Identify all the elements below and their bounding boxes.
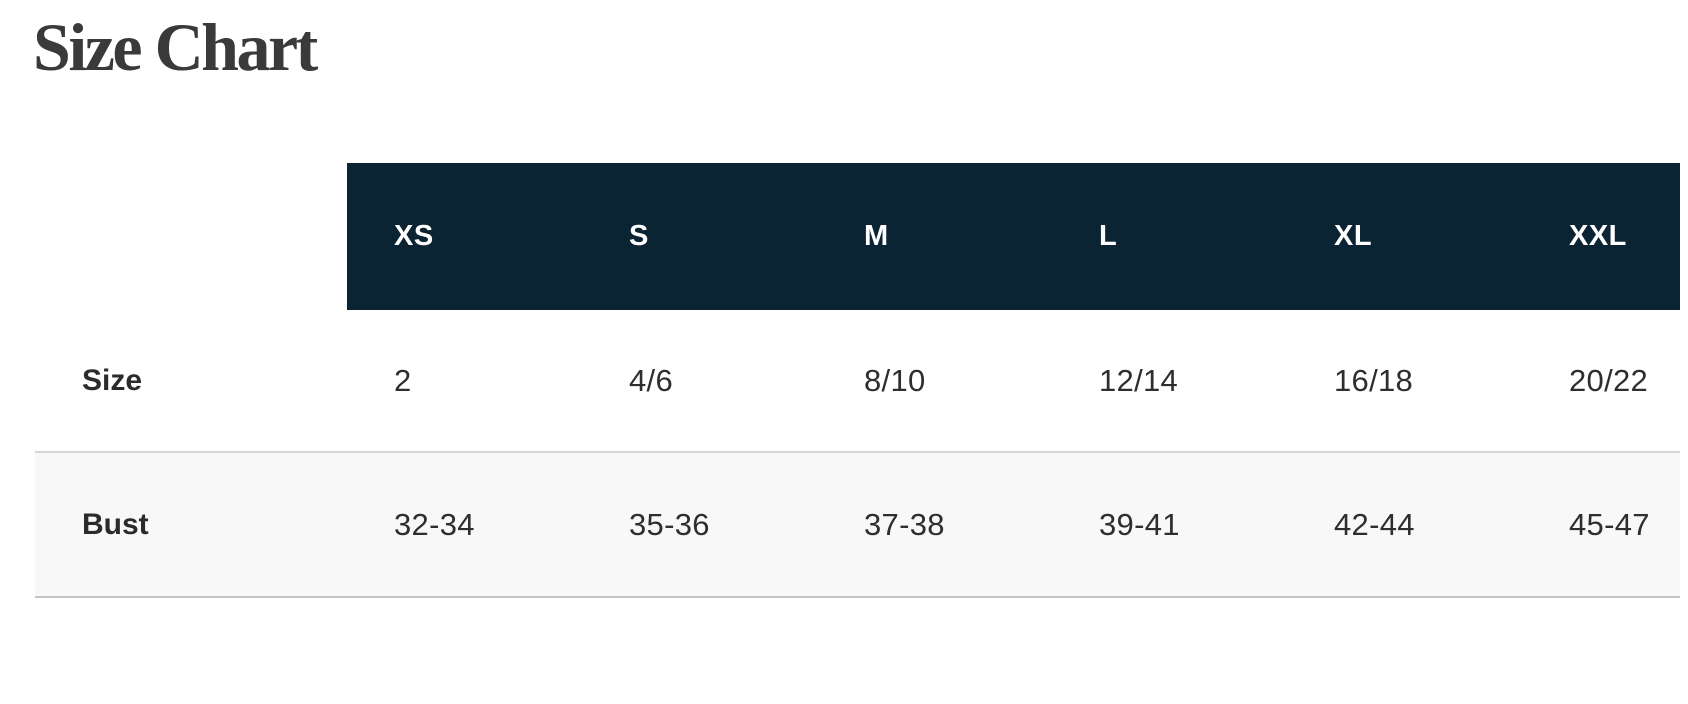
bust-value-xl: 42-44 xyxy=(1334,506,1415,542)
size-value-xl: 16/18 xyxy=(1334,362,1414,398)
column-header-xl: XL xyxy=(1287,163,1522,310)
column-header-s: S xyxy=(582,163,817,310)
page-title: Size Chart xyxy=(33,9,318,85)
size-value-m: 8/10 xyxy=(864,362,926,398)
row-label-size: Size xyxy=(82,363,143,397)
column-header-l: L xyxy=(1052,163,1287,310)
bust-value-xxl: 45-47 xyxy=(1569,506,1650,542)
bust-value-l: 39-41 xyxy=(1099,506,1180,542)
size-chart-container: XS S M L XL XXL Size 2 4/6 8/10 12/14 16… xyxy=(35,163,1680,598)
bust-row: Bust 32-34 35-36 37-38 39-41 42-44 45-47 xyxy=(35,452,1680,597)
size-value-s: 4/6 xyxy=(629,362,673,398)
size-value-l: 12/14 xyxy=(1099,362,1179,398)
column-header-m: M xyxy=(817,163,1052,310)
size-value-xs: 2 xyxy=(394,362,412,398)
bust-value-m: 37-38 xyxy=(864,506,945,542)
size-value-xxl: 20/22 xyxy=(1569,362,1649,398)
size-chart-header-row: XS S M L XL XXL xyxy=(35,163,1680,310)
corner-cell xyxy=(35,163,347,310)
column-header-xs: XS xyxy=(347,163,582,310)
bust-value-s: 35-36 xyxy=(629,506,710,542)
column-header-xxl: XXL xyxy=(1522,163,1680,310)
row-label-bust: Bust xyxy=(82,507,149,541)
size-chart-table: XS S M L XL XXL Size 2 4/6 8/10 12/14 16… xyxy=(35,163,1680,598)
bust-value-xs: 32-34 xyxy=(394,506,475,542)
size-row: Size 2 4/6 8/10 12/14 16/18 20/22 xyxy=(35,310,1680,452)
